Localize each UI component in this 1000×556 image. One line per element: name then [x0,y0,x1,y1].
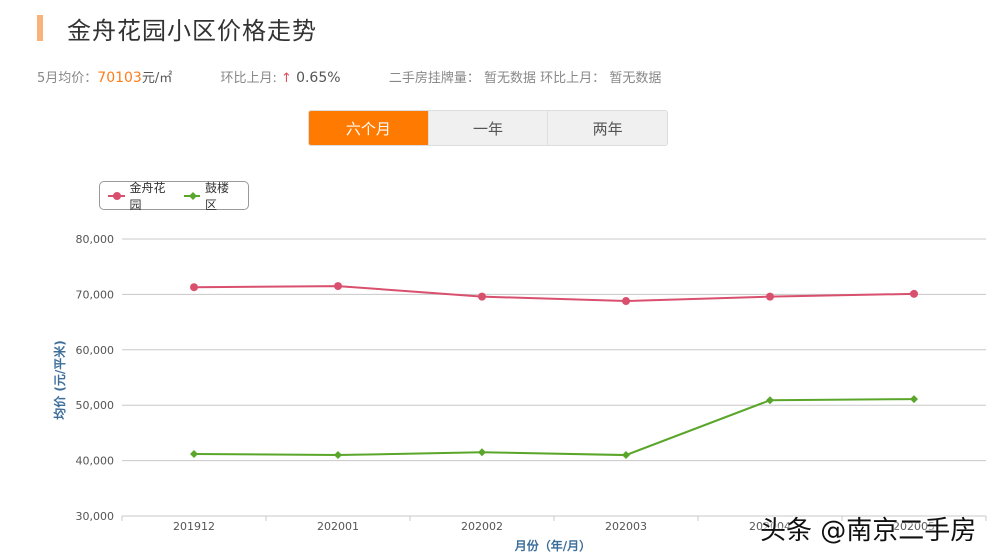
series-line [193,285,915,303]
avg-price-unit: 元/㎡ [141,71,173,86]
data-point[interactable] [334,282,342,291]
x-axis-ticks: 201912 202001 202002 202003 202004 202005 [121,516,987,533]
title-accent-bar [37,15,43,41]
page-title: 金舟花园小区价格走势 [67,16,317,45]
legend-label: 鼓楼区 [205,180,230,212]
data-point[interactable] [478,292,486,301]
y-tick-label: 30,000 [76,510,115,523]
period-tabs: 六个月 一年 两年 [308,110,668,146]
tab-six-months[interactable]: 六个月 [309,111,428,145]
data-point[interactable] [190,449,198,458]
y-axis-ticks: 30,000 40,000 50,000 60,000 70,000 80,000 [76,233,115,523]
tab-two-years[interactable]: 两年 [547,111,667,145]
avg-price-value: 70103 [97,70,142,86]
price-stats: 5月均价：70103元/㎡ 环比上月: ↑ 0.65% 二手房挂牌量： 暂无数据… [37,67,661,86]
x-tick-label: 202001 [317,520,359,533]
tab-one-year[interactable]: 一年 [427,111,548,145]
legend-item-community[interactable]: 金舟花园 [108,179,174,213]
arrow-up-icon: ↑ [281,71,292,86]
circle-marker-icon [108,191,125,200]
x-tick-label: 202004 [749,520,791,533]
data-point[interactable] [334,451,342,460]
y-tick-label: 40,000 [76,455,115,468]
y-axis-label: 均价 (元/平米) [52,340,67,420]
data-point[interactable] [766,292,774,301]
data-point[interactable] [766,396,774,405]
chart-legend: 金舟花园 鼓楼区 [99,179,249,213]
listing-label: 二手房挂牌量： [388,71,480,86]
data-point[interactable] [478,448,486,457]
mom-label: 环比上月: [220,71,277,86]
avg-price-label: 5月均价： [37,71,98,86]
price-trend-chart: 30,000 40,000 50,000 60,000 70,000 80,000 201… [52,233,987,553]
y-tick-label: 70,000 [76,288,115,301]
data-point[interactable] [910,395,918,404]
y-tick-label: 50,000 [76,399,115,412]
legend-label: 金舟花园 [129,180,166,212]
chart-series [190,282,918,460]
mom-value: 0.65% [296,70,341,86]
listing-mom-label: 环比上月： [540,71,606,86]
legend-item-district[interactable]: 鼓楼区 [183,179,238,213]
chart-grid [122,238,986,517]
y-tick-label: 60,000 [76,344,115,357]
x-tick-label: 202002 [461,520,503,533]
watermark: 头条 @南京二手房 [760,516,977,546]
data-point[interactable] [622,297,630,306]
data-point[interactable] [622,451,630,460]
title-bar: 金舟花园小区价格走势 [37,14,317,45]
x-tick-label: 202005 [893,520,935,533]
listing-mom-value: 暂无数据 [609,71,662,86]
listing-value: 暂无数据 [484,71,537,86]
series-line [193,398,915,457]
y-tick-label: 80,000 [76,233,115,246]
x-tick-label: 202003 [605,520,647,533]
x-axis-label: 月份（年/月） [514,538,591,553]
x-tick-label: 201912 [173,520,215,533]
data-point[interactable] [190,283,198,292]
diamond-marker-icon [183,191,201,200]
data-point[interactable] [910,289,918,298]
